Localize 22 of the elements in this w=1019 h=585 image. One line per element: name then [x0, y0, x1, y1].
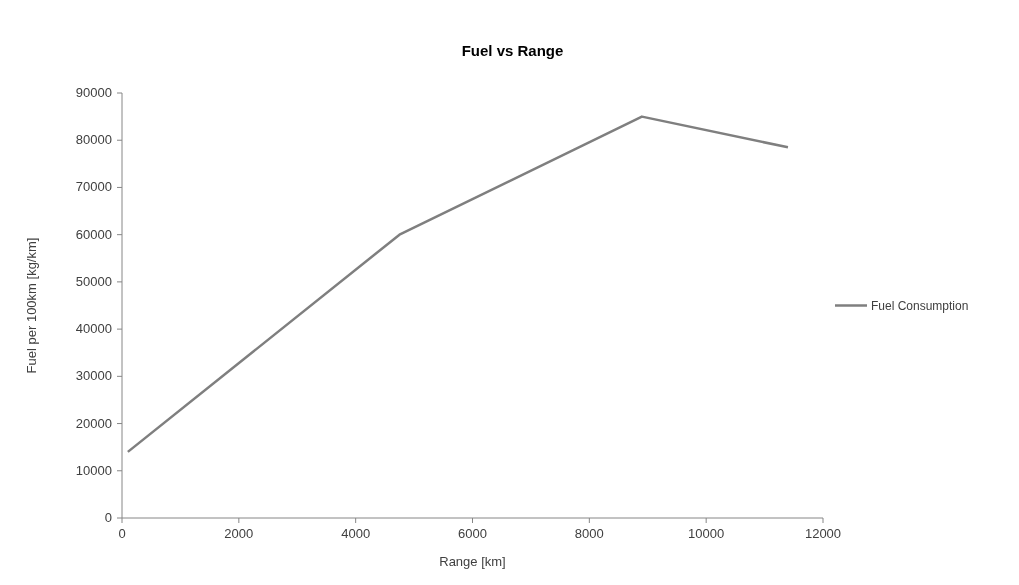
y-tick-label: 50000 — [75, 273, 112, 289]
y-tick-label: 80000 — [75, 132, 112, 148]
y-axis-title: Fuel per 100km [kg/km] — [24, 237, 39, 374]
x-tick-label: 12000 — [804, 526, 842, 541]
x-tick-label: 6000 — [458, 526, 487, 541]
x-tick-label: 0 — [118, 526, 126, 541]
x-axis-title: Range [km] — [439, 554, 506, 569]
y-tick-label: 30000 — [75, 368, 112, 384]
line-series — [126, 115, 790, 454]
y-tick-label: 70000 — [75, 179, 112, 195]
y-tick-label: 60000 — [75, 226, 112, 242]
y-tick-label: 20000 — [75, 415, 112, 431]
x-tick-label: 2000 — [224, 526, 254, 541]
y-tick-label: 90000 — [75, 85, 112, 100]
y-tick-label: 10000 — [75, 462, 112, 478]
legend-label: Fuel Consumption — [871, 298, 969, 313]
x-tick-label: 4000 — [341, 526, 371, 541]
x-tick-label: 8000 — [574, 526, 604, 541]
y-tick-label: 40000 — [75, 321, 112, 337]
x-tick-label: 10000 — [688, 526, 725, 541]
y-tick-label: 0 — [104, 510, 112, 525]
chart-title: Fuel vs Range — [461, 42, 564, 59]
